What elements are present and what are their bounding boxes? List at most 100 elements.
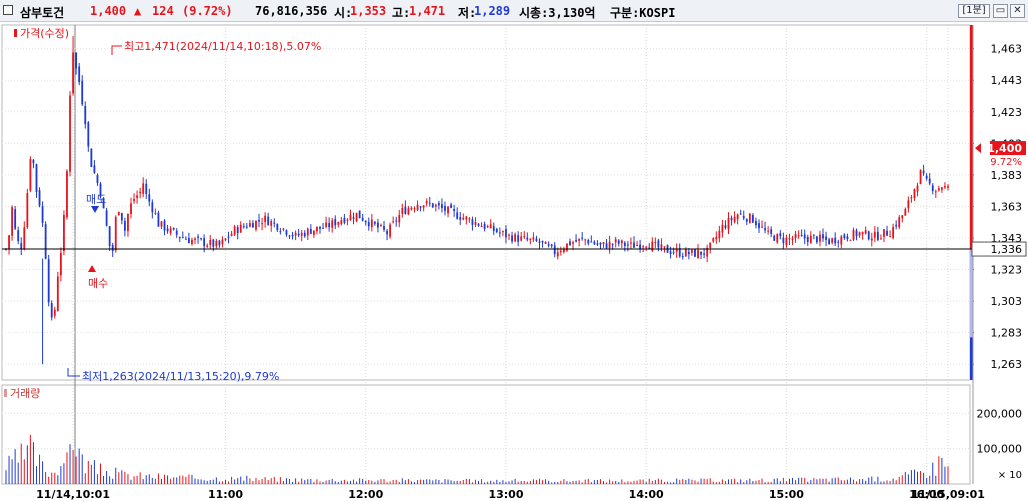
candle-body [398, 215, 401, 223]
candle-body [117, 212, 120, 216]
candle-body [84, 105, 87, 125]
price-candles [5, 36, 949, 365]
candle-body [751, 215, 754, 223]
candle-body [626, 244, 629, 246]
candle-body [221, 239, 224, 245]
candle-body [541, 240, 544, 243]
candle-body [483, 223, 486, 229]
interval-button[interactable]: [1분] [958, 4, 990, 18]
y-tick-label: 1,383 [991, 169, 1023, 182]
candle-body [136, 195, 138, 198]
candle-body [526, 237, 529, 240]
candle-body [300, 232, 303, 236]
candle-body [383, 226, 385, 230]
candle-body [99, 183, 102, 197]
volume-panel-frame [1, 384, 971, 485]
candle-body [81, 80, 84, 105]
candle-body [416, 204, 419, 211]
candle-body [864, 230, 867, 234]
candle-body [35, 164, 38, 193]
buy-arrow-icon [88, 265, 96, 272]
candle-body [389, 224, 392, 237]
y-tick-label: 1,463 [991, 43, 1023, 56]
candle-body [599, 242, 602, 245]
candle-body [907, 200, 910, 209]
candle-body [422, 205, 425, 208]
candle-body [904, 209, 907, 216]
candle-body [334, 218, 337, 226]
candle-body [898, 217, 901, 228]
candle-body [166, 228, 169, 232]
last-price-pointer-icon [975, 143, 981, 154]
candle-body [245, 226, 248, 228]
candle-body [151, 202, 154, 213]
candle-body [44, 224, 47, 259]
candle-body [285, 230, 288, 235]
candle-body [361, 217, 364, 221]
candle-body [669, 251, 672, 255]
candle-body [709, 242, 712, 249]
sell-marker-label: 매도 [86, 193, 106, 206]
candle-body [782, 237, 785, 244]
candle-body [41, 206, 44, 223]
candle-body [111, 244, 114, 252]
candle-body [873, 231, 876, 238]
candle-body [587, 240, 590, 244]
candle-body [758, 223, 760, 229]
candle-body [364, 220, 367, 223]
candle-body [901, 215, 904, 219]
candle-body [812, 234, 815, 236]
candle-body [870, 238, 873, 241]
candle-body [715, 236, 718, 240]
candle-body [108, 226, 111, 247]
candle-body [514, 234, 517, 242]
candle-body [590, 241, 593, 243]
candle-body [934, 191, 937, 193]
candle-body [532, 237, 535, 240]
candle-body [63, 215, 65, 252]
candle-body [343, 217, 346, 223]
candle-body [14, 209, 17, 229]
candle-body [105, 210, 108, 226]
open-value: 1,353 [350, 4, 387, 18]
close-button[interactable]: ✕ [1010, 4, 1025, 18]
candle-body [505, 229, 507, 238]
candle-body [401, 208, 404, 214]
candle-body [947, 186, 949, 188]
candle-body [849, 239, 852, 241]
candle-body [93, 165, 96, 173]
candle-body [611, 243, 614, 245]
candle-body [913, 189, 916, 199]
candle-body [697, 250, 699, 258]
candle-body [837, 241, 840, 243]
candle-body [230, 233, 233, 236]
candle-body [145, 183, 148, 194]
candle-body [828, 239, 831, 245]
maximize-button[interactable]: ▭ [993, 4, 1008, 18]
down-range-strip-strong [970, 337, 973, 380]
close-icon: ✕ [1013, 5, 1022, 16]
candle-body [846, 236, 849, 240]
candle-body [803, 234, 806, 239]
candle-body [279, 231, 282, 233]
candle-body [325, 222, 328, 227]
candle-body [855, 230, 858, 237]
x-tick-label: 16:00 [909, 488, 944, 501]
high-label: 고: [392, 6, 411, 20]
candle-body [87, 122, 90, 147]
candle-body [17, 230, 20, 242]
candle-body [120, 212, 123, 221]
candle-body [636, 245, 638, 247]
candle-body [940, 187, 943, 190]
candle-body [352, 217, 355, 219]
candle-body [380, 225, 382, 227]
candle-body [395, 220, 398, 222]
select-checkbox[interactable] [3, 5, 13, 15]
y-tick-label: 1,323 [991, 264, 1023, 277]
candle-body [370, 219, 373, 228]
candle-body [703, 253, 706, 255]
candle-body [90, 148, 93, 167]
candle-body [602, 242, 605, 245]
candle-body [306, 228, 309, 236]
candle-body [441, 204, 443, 208]
